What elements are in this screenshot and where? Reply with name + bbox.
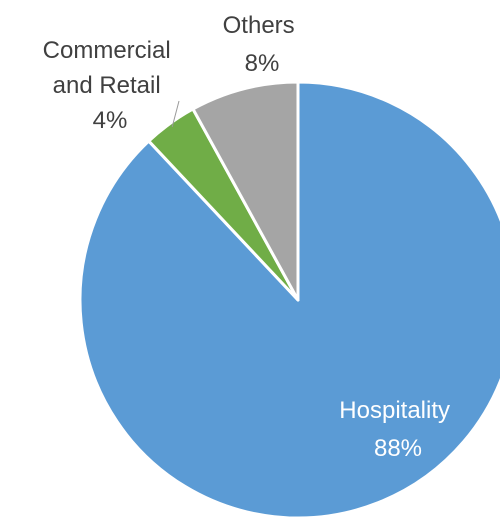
leader-line-commercial-and-retail	[171, 100, 180, 128]
label-commercial-line-2: and Retail	[53, 72, 161, 99]
pie-slices	[78, 80, 500, 519]
label-others: Others 8%	[223, 12, 302, 77]
label-commercial-and-retail: Commercial and Retail 4%	[43, 37, 178, 134]
label-hospitality-percent: 88%	[374, 435, 422, 462]
label-others-name: Others	[223, 12, 295, 39]
label-hospitality-name: Hospitality	[339, 397, 450, 424]
label-others-percent: 8%	[245, 50, 280, 77]
pie-slice-hospitality	[78, 80, 500, 519]
label-commercial-line-1: Commercial	[43, 37, 171, 64]
pie-slice-others	[191, 80, 300, 302]
label-commercial-percent: 4%	[93, 107, 128, 134]
label-hospitality: Hospitality 88%	[339, 397, 456, 462]
